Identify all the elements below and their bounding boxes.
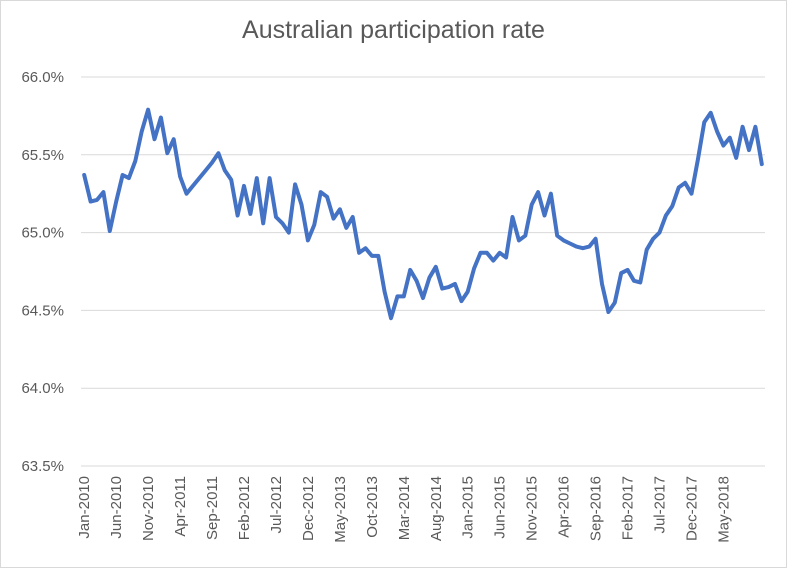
x-tick-label: Sep-2016 [588,476,605,541]
x-tick-label: Aug-2014 [428,476,445,541]
series-line [82,107,764,321]
x-tick-label: Jun-2015 [492,476,509,539]
x-tick-label: May-2018 [715,476,732,543]
x-tick-label: Jul-2012 [268,476,285,534]
x-tick-label: Oct-2013 [364,476,381,538]
y-tick-label: 64.5% [21,302,64,319]
x-tick-label: Dec-2017 [683,476,700,541]
y-tick-label: 63.5% [21,458,64,475]
y-tick-label: 66.0% [21,69,64,86]
x-tick-label: Dec-2012 [300,476,317,541]
x-tick-label: Jun-2010 [108,476,125,539]
x-tick-label: Apr-2016 [556,476,573,538]
y-tick-label: 65.0% [21,225,64,242]
x-tick-label: Jan-2015 [460,476,477,539]
series-group [82,107,764,321]
x-axis-tick-labels: Jan-2010 Jun-2010 Nov-2010 Apr-2011 Sep-2011… [76,476,732,543]
x-tick-label: Nov-2010 [140,476,157,541]
x-tick-label: Feb-2012 [236,476,253,540]
y-tick-label: 64.0% [21,380,64,397]
chart-title: Australian participation rate [242,16,545,44]
x-tick-label: May-2013 [332,476,349,543]
y-tick-label: 65.5% [21,147,64,164]
x-tick-label: Jan-2010 [76,476,93,539]
x-tick-label: Nov-2015 [524,476,541,541]
y-axis-tick-labels: 63.5% 64.0% 64.5% 65.0% 65.5% 66.0% [21,69,64,475]
x-tick-label: Apr-2011 [172,476,189,537]
gridlines [81,76,765,467]
x-tick-label: Mar-2014 [396,476,413,540]
x-tick-label: Jul-2017 [652,476,669,534]
x-tick-label: Feb-2017 [620,476,637,540]
x-tick-label: Sep-2011 [204,476,221,540]
